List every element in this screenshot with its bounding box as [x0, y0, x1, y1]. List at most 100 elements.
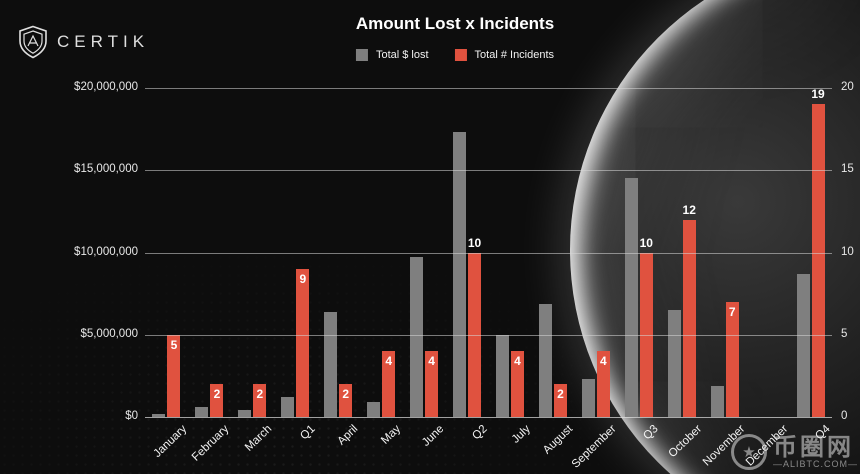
- incident-count-label: 9: [299, 271, 307, 286]
- chart-title: Amount Lost x Incidents: [355, 14, 555, 33]
- right-axis-tick: 15: [841, 163, 854, 176]
- incident-count-label: 19: [811, 87, 825, 102]
- dollar-bar-january: [152, 413, 166, 417]
- incident-bar-november: 7: [725, 301, 739, 417]
- gray-swatch-icon: [355, 49, 368, 61]
- bar-pair-september: 4: [581, 351, 610, 417]
- category-march: 2: [231, 88, 274, 417]
- category-q4: 19: [789, 88, 832, 417]
- bar-pair-april: 2: [324, 311, 353, 417]
- incident-count-label: 4: [428, 354, 435, 369]
- gridline: [145, 170, 832, 172]
- certik-logo: CERTIK: [18, 25, 149, 59]
- legend-label-total-incidents: Total # Incidents: [474, 49, 555, 61]
- watermark-cn-text: 币圈网: [772, 433, 854, 461]
- certik-wordmark: CERTIK: [57, 32, 150, 51]
- category-february: 2: [188, 88, 231, 417]
- category-april: 2: [317, 88, 360, 417]
- bar-pair-june: 4: [410, 257, 439, 417]
- incident-count-label: 2: [256, 387, 264, 402]
- x-axis-line: [145, 417, 832, 418]
- dollar-bar-november: [710, 385, 724, 417]
- category-january: 5: [145, 88, 188, 417]
- dollar-bar-may: [367, 402, 381, 417]
- bar-pair-q2: 10: [453, 132, 481, 417]
- incident-bar-april: 2: [339, 384, 353, 417]
- bar-pair-january: 5: [152, 334, 181, 417]
- dollar-bar-february: [195, 407, 209, 417]
- right-axis-tick: 20: [841, 81, 854, 93]
- watermark-site-text: —ALIBTC.COM—: [772, 458, 858, 469]
- bars-container: 5 2 2 9 2 4 4 10 4 2 4 10 12 7 19: [145, 88, 832, 417]
- watermark-logo-icon: ★: [730, 434, 767, 470]
- incident-bar-september: 4: [596, 351, 610, 417]
- left-axis-tick: $5,000,000: [80, 327, 138, 340]
- bar-pair-july: 4: [495, 334, 524, 417]
- incident-count-label: 12: [682, 202, 696, 217]
- category-october: 12: [660, 88, 703, 417]
- incident-bar-january: 5: [167, 334, 181, 417]
- category-september: 4: [574, 88, 617, 417]
- dollar-bar-q3: [624, 178, 638, 417]
- legend-label-total-lost: Total $ lost: [375, 49, 429, 61]
- incident-count-label: 5: [170, 337, 178, 352]
- bar-pair-march: 2: [238, 384, 267, 417]
- red-swatch-icon: [454, 49, 467, 61]
- incident-bar-march: 2: [253, 384, 267, 417]
- incident-count-label: 10: [467, 235, 482, 250]
- dollar-bar-march: [238, 410, 252, 417]
- bar-pair-q1: 9: [281, 268, 310, 417]
- incident-count-label: 7: [728, 304, 736, 319]
- dollar-bar-april: [324, 311, 338, 417]
- category-august: 2: [531, 88, 574, 417]
- gridline: [145, 252, 832, 254]
- dollar-bar-october: [667, 310, 681, 417]
- incident-bar-q4: 19: [811, 88, 825, 417]
- category-july: 4: [489, 88, 532, 417]
- left-axis-tick: $20,000,000: [74, 81, 138, 93]
- incident-bar-may: 4: [382, 351, 396, 417]
- bar-pair-november: 7: [710, 301, 739, 417]
- incident-count-label: 2: [213, 387, 221, 402]
- category-q1: 9: [274, 88, 317, 417]
- legend-item-total-incidents: Total # Incidents: [454, 49, 555, 61]
- incident-bar-q1: 9: [296, 268, 310, 417]
- bar-pair-august: 2: [538, 303, 567, 417]
- category-november: 7: [703, 88, 746, 417]
- bar-pair-february: 2: [195, 384, 224, 417]
- incident-count-label: 10: [639, 235, 653, 250]
- left-axis-tick: $10,000,000: [74, 245, 138, 258]
- incident-count-label: 4: [514, 354, 521, 369]
- dollar-bar-july: [495, 334, 509, 417]
- right-axis-tick: 0: [841, 410, 848, 422]
- chart-legend: Total $ lost Total # Incidents: [355, 49, 555, 61]
- incident-bar-august: 2: [553, 384, 567, 417]
- plot-area: 5 2 2 9 2 4 4 10 4 2 4 10 12 7 19: [145, 88, 832, 418]
- dollar-bar-august: [538, 303, 552, 417]
- gridline: [145, 334, 832, 336]
- bar-pair-q3: 10: [624, 178, 653, 417]
- dollar-bar-q4: [796, 273, 810, 417]
- category-june: 4: [403, 88, 446, 417]
- legend-item-total-lost: Total $ lost: [355, 49, 429, 61]
- dollar-bar-september: [581, 379, 595, 417]
- certik-shield-icon: [18, 25, 48, 59]
- dollar-bar-q2: [453, 132, 467, 417]
- left-axis-tick: $15,000,000: [74, 163, 138, 176]
- bar-pair-october: 12: [667, 204, 696, 417]
- bar-pair-may: 4: [367, 351, 396, 417]
- incident-bar-october: 12: [683, 204, 696, 417]
- incident-count-label: 4: [600, 354, 607, 369]
- bar-pair-q4: 19: [796, 88, 825, 417]
- incident-count-label: 2: [557, 387, 564, 402]
- incident-bar-july: 4: [510, 351, 524, 417]
- right-axis-tick: 10: [841, 245, 854, 258]
- incident-count-label: 4: [385, 354, 392, 369]
- incident-bar-february: 2: [210, 384, 224, 417]
- dollar-bar-june: [410, 257, 424, 417]
- watermark: ★ 币圈网 —ALIBTC.COM—: [730, 433, 858, 470]
- incident-bar-june: 4: [425, 351, 439, 417]
- category-may: 4: [360, 88, 403, 417]
- incident-count-label: 2: [342, 387, 350, 402]
